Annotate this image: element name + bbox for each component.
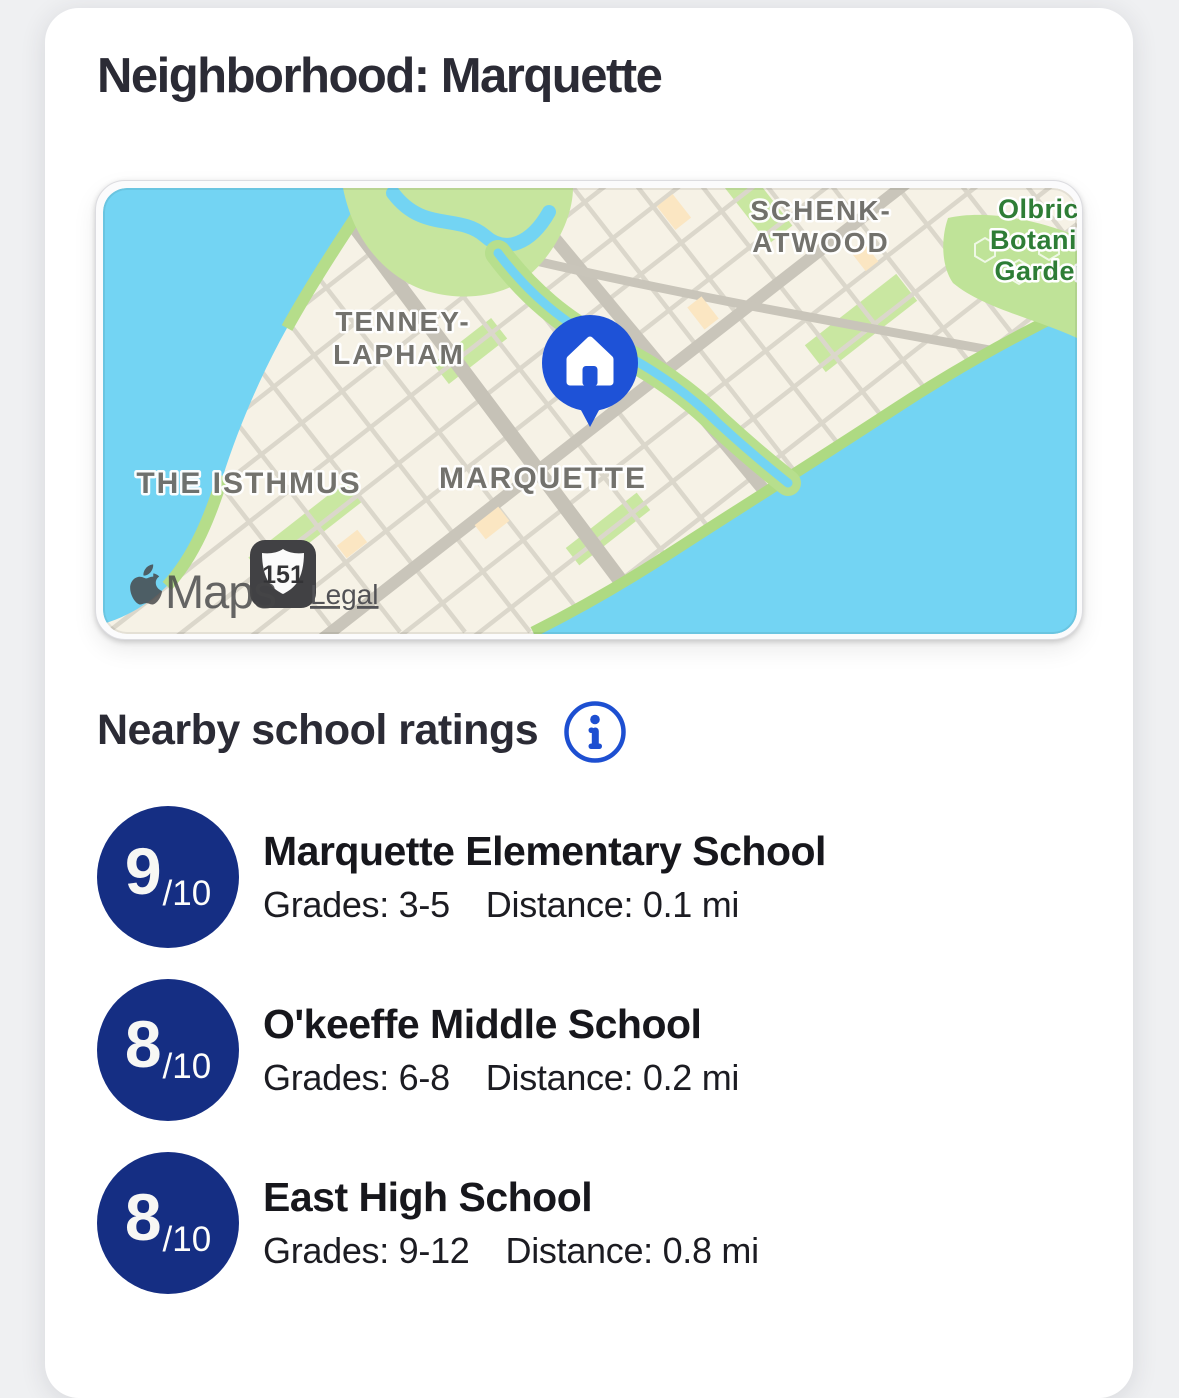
info-icon[interactable]	[562, 699, 628, 768]
route-shield-151: 151	[250, 540, 316, 608]
school-row-3: 8 /10 East High School Grades: 9-12 Dista…	[97, 1152, 826, 1294]
rating-value: 8	[124, 1180, 162, 1254]
school-name: Marquette Elementary School	[263, 827, 826, 874]
map-label-olbrich-3: Gardens	[994, 256, 1077, 286]
legal-link[interactable]: Legal	[310, 579, 379, 610]
rating-denominator: /10	[162, 1219, 212, 1259]
school-list: 9 /10 Marquette Elementary School Grades…	[97, 806, 826, 1325]
map-label-schenk-1: SCHENK-	[750, 195, 892, 226]
rating-denominator: /10	[162, 873, 212, 913]
map-river	[493, 248, 793, 488]
school-distance: Distance: 0.8 mi	[505, 1230, 760, 1272]
maps-logo: Maps	[130, 564, 277, 618]
rating-value: 9	[124, 834, 162, 908]
house-icon	[566, 336, 614, 386]
map-peach-patches	[336, 194, 879, 559]
home-pin[interactable]	[542, 315, 638, 427]
map-canvas[interactable]: TENNEY- LAPHAM SCHENK- ATWOOD Olbrich Bo…	[103, 188, 1077, 634]
apple-logo-icon	[130, 564, 162, 605]
school-name: O'keeffe Middle School	[263, 1000, 702, 1047]
school-grades: Grades: 3-5	[263, 884, 450, 926]
route-shield-number: 151	[262, 561, 304, 589]
school-rating-badge: 8 /10	[97, 1152, 239, 1294]
school-rating-badge: 8 /10	[97, 979, 239, 1121]
rating-denominator: /10	[162, 1046, 212, 1086]
map-label-schenk-2: ATWOOD	[752, 227, 889, 258]
page-title: Neighborhood: Marquette	[97, 49, 663, 103]
map-label-tenney-2: LAPHAM	[333, 339, 465, 370]
school-ratings-heading: Nearby school ratings	[97, 706, 539, 754]
school-distance: Distance: 0.1 mi	[485, 884, 740, 926]
school-row-2: 8 /10 O'keeffe Middle School Grades: 6-8…	[97, 979, 826, 1121]
map-lake-left	[103, 188, 375, 624]
map-label-olbrich-2: Botanical	[990, 225, 1077, 255]
neighborhood-card: Neighborhood: Marquette	[45, 8, 1133, 1398]
neighborhood-map[interactable]: TENNEY- LAPHAM SCHENK- ATWOOD Olbrich Bo…	[95, 180, 1083, 640]
rating-value: 8	[124, 1007, 162, 1081]
school-distance: Distance: 0.2 mi	[485, 1057, 740, 1099]
school-rating-badge: 9 /10	[97, 806, 239, 948]
map-olbrich-garden	[943, 214, 1077, 338]
school-grades: Grades: 6-8	[263, 1057, 450, 1099]
maps-logo-text: Maps	[165, 565, 276, 618]
school-row-1: 9 /10 Marquette Elementary School Grades…	[97, 806, 826, 948]
school-grades: Grades: 9-12	[263, 1230, 470, 1272]
map-label-olbrich-1: Olbrich	[998, 194, 1077, 224]
map-label-isthmus: THE ISTHMUS	[136, 467, 361, 500]
map-label-marquette: MARQUETTE	[439, 462, 647, 495]
school-name: East High School	[263, 1173, 593, 1220]
map-label-tenney-1: TENNEY-	[335, 306, 470, 337]
